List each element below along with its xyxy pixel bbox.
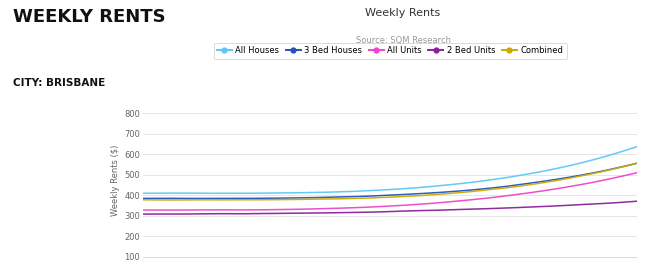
Text: CITY: BRISBANE: CITY: BRISBANE xyxy=(13,78,105,88)
Text: Weekly Rents: Weekly Rents xyxy=(365,8,441,18)
Text: Source: SQM Research: Source: SQM Research xyxy=(356,36,450,45)
Y-axis label: Weekly Rents ($): Weekly Rents ($) xyxy=(111,144,120,216)
Text: WEEKLY RENTS: WEEKLY RENTS xyxy=(13,8,166,27)
Legend: All Houses, 3 Bed Houses, All Units, 2 Bed Units, Combined: All Houses, 3 Bed Houses, All Units, 2 B… xyxy=(213,43,567,59)
